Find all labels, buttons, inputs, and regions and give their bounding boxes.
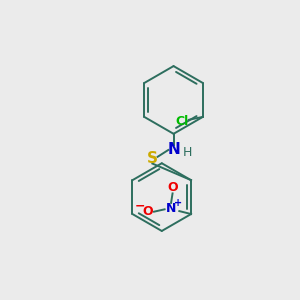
- Text: S: S: [147, 151, 158, 166]
- Text: N: N: [167, 142, 180, 158]
- Text: N: N: [166, 202, 176, 215]
- Text: O: O: [167, 181, 178, 194]
- Text: O: O: [142, 205, 153, 218]
- Text: −: −: [135, 200, 146, 213]
- Text: Cl: Cl: [176, 115, 189, 128]
- Text: H: H: [183, 146, 192, 159]
- Text: +: +: [174, 198, 182, 208]
